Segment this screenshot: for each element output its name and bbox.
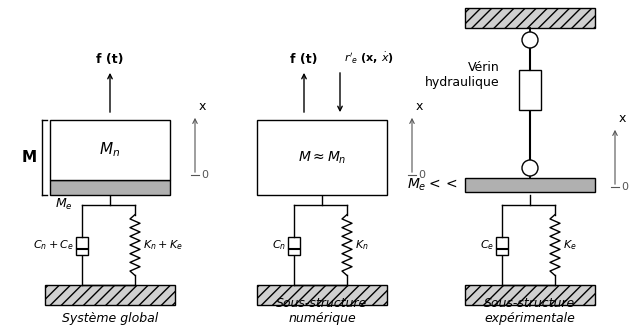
Bar	[50, 120, 170, 180]
Text: 0: 0	[418, 170, 425, 180]
Text: f (t): f (t)	[290, 53, 317, 66]
Bar	[257, 285, 387, 305]
Bar	[76, 237, 88, 255]
Bar	[45, 285, 175, 305]
Bar	[288, 237, 300, 255]
Text: $M_n$: $M_n$	[99, 141, 120, 159]
Text: 0: 0	[201, 170, 208, 180]
Bar	[465, 285, 595, 305]
Bar	[465, 178, 595, 192]
Text: $M \approx M_n$: $M \approx M_n$	[298, 149, 346, 166]
Text: 0: 0	[621, 182, 628, 192]
Text: x: x	[199, 100, 206, 113]
Text: $r'_e$ (x, $\dot{x}$): $r'_e$ (x, $\dot{x}$)	[344, 51, 393, 66]
Text: $C_n + C_e$: $C_n + C_e$	[33, 238, 74, 252]
Text: x: x	[416, 100, 423, 113]
Circle shape	[522, 160, 538, 176]
Text: Sous-structure
expérimentale: Sous-structure expérimentale	[484, 297, 576, 325]
Bar	[50, 180, 170, 195]
Text: Vérin
hydraulique: Vérin hydraulique	[426, 61, 500, 89]
Text: $M_e$: $M_e$	[55, 197, 73, 212]
Text: Système global: Système global	[62, 312, 158, 325]
Text: f (t): f (t)	[96, 53, 124, 66]
Text: M: M	[22, 150, 37, 165]
Text: $K_n$: $K_n$	[355, 238, 368, 252]
Bar	[496, 237, 508, 255]
Text: $C_e$: $C_e$	[480, 238, 494, 252]
Text: $C_n$: $C_n$	[272, 238, 286, 252]
Text: $K_e$: $K_e$	[563, 238, 577, 252]
Text: Sous-structure
numérique: Sous-structure numérique	[276, 297, 368, 325]
Bar	[519, 70, 541, 110]
Circle shape	[522, 32, 538, 48]
Bar	[465, 8, 595, 28]
Text: x: x	[619, 112, 627, 125]
Bar	[257, 120, 387, 195]
Text: $M_e <<$: $M_e <<$	[407, 177, 457, 193]
Text: $K_n+ K_e$: $K_n+ K_e$	[143, 238, 183, 252]
